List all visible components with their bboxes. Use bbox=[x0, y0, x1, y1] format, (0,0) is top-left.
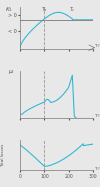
Text: T(°C): T(°C) bbox=[95, 167, 100, 171]
Text: T(°C): T(°C) bbox=[95, 44, 100, 48]
Text: T(°C): T(°C) bbox=[95, 114, 100, 118]
Y-axis label: Total losses: Total losses bbox=[1, 144, 5, 167]
Text: $T_a$: $T_a$ bbox=[41, 5, 48, 14]
Text: $\mu_i$: $\mu_i$ bbox=[8, 68, 15, 76]
Text: $K_1$: $K_1$ bbox=[5, 5, 14, 14]
Text: $T_c$: $T_c$ bbox=[69, 5, 76, 14]
